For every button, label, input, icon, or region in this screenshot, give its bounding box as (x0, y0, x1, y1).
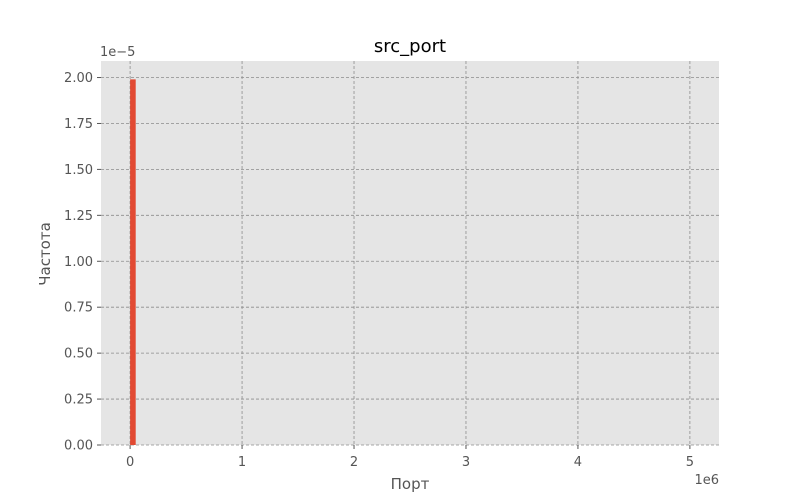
y-tick-label: 1.00 (64, 255, 93, 270)
y-tick-label: 0.25 (64, 393, 93, 408)
y-tick-label: 0.50 (64, 347, 93, 362)
y-tick-label: 0.75 (64, 301, 93, 316)
x-tick-label: 4 (574, 455, 582, 470)
chart-title: src_port (374, 36, 446, 57)
grid-lines (101, 61, 719, 446)
x-tick-label: 5 (686, 455, 694, 470)
x-tick-label: 2 (350, 455, 358, 470)
x-tick-label: 0 (126, 455, 134, 470)
x-axis-multiplier: 1e6 (694, 473, 719, 488)
y-tick-label: 2.00 (64, 71, 93, 86)
x-axis-label: Порт (391, 475, 430, 493)
y-tick-label: 1.75 (64, 117, 93, 132)
y-tick-label: 1.25 (64, 209, 93, 224)
y-axis-label: Частота (36, 222, 54, 286)
x-tick-label: 1 (238, 455, 246, 470)
x-tick-label: 3 (462, 455, 470, 470)
plot-area (101, 61, 719, 445)
x-axis-ticks: 0 1 2 3 4 5 (126, 445, 694, 470)
histogram-bar (130, 79, 136, 446)
bars-group (130, 79, 136, 446)
y-tick-label: 1.50 (64, 163, 93, 178)
y-axis-ticks: 0.00 0.25 0.50 0.75 1.00 1.25 1.50 1.75 2.00 (64, 71, 101, 454)
y-axis-multiplier: 1e−5 (100, 45, 135, 60)
y-tick-label: 0.00 (64, 439, 93, 454)
